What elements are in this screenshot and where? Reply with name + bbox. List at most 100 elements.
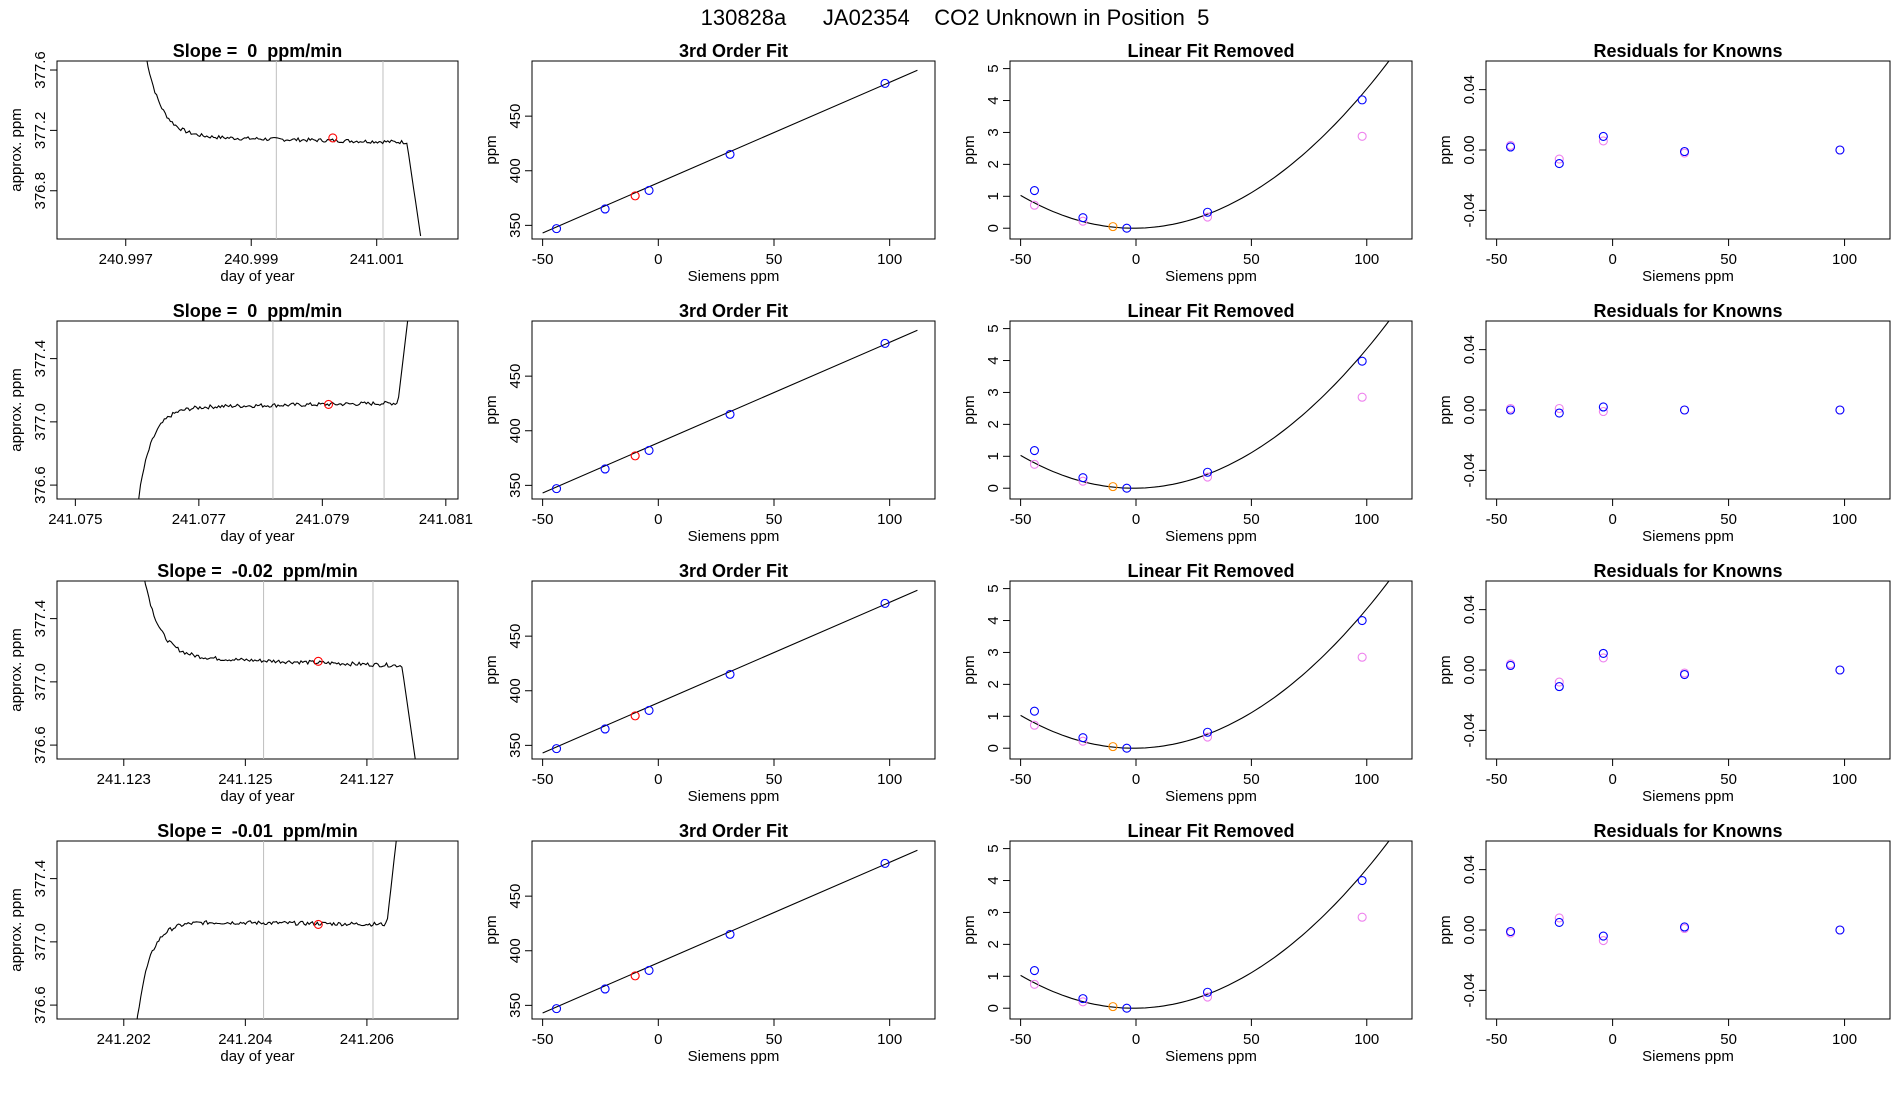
y-axis-label: ppm — [1437, 395, 1454, 424]
residual-point — [1835, 665, 1845, 675]
x-tick-label: 241.206 — [340, 1031, 394, 1048]
x-tick-label: 0 — [1608, 511, 1616, 528]
data-trace — [136, 841, 397, 1019]
known-point — [1078, 473, 1088, 483]
panel-title: Linear Fit Removed — [1127, 561, 1294, 581]
known-point — [600, 464, 610, 474]
panel-linear-row-4: Linear Fit Removed -50 0 50 100 Siemens ppm 0 1… — [961, 821, 1413, 1065]
residual-point — [1679, 922, 1690, 932]
linear-known-point — [1357, 392, 1367, 402]
x-tick-label: -50 — [1010, 771, 1032, 788]
panel-linear-row-3: Linear Fit Removed -50 0 50 100 Siemens ppm 0 1… — [961, 561, 1413, 805]
x-axis-label: Siemens ppm — [1165, 528, 1257, 545]
panel-title: Residuals for Knowns — [1593, 301, 1782, 321]
residual-point — [1554, 913, 1564, 923]
x-tick-label: -50 — [532, 511, 554, 528]
x-tick-label: 240.997 — [99, 251, 153, 268]
unknown-marker — [323, 399, 334, 410]
plot-frame — [531, 840, 936, 1020]
y-tick-label: 0.00 — [1461, 655, 1478, 684]
panel-title: Slope = 0 ppm/min — [173, 301, 343, 321]
y-tick-label: -0.04 — [1461, 973, 1478, 1007]
y-tick-label: 400 — [507, 938, 524, 963]
known-point — [551, 484, 562, 494]
y-tick-label: 0 — [985, 484, 1002, 492]
known-point — [1078, 733, 1088, 743]
plot-frame — [56, 840, 459, 1020]
y-axis-label: approx. ppm — [8, 628, 25, 711]
x-tick-label: 50 — [1720, 511, 1737, 528]
known-point — [1029, 965, 1040, 976]
x-tick-label: 241.202 — [97, 1031, 151, 1048]
y-tick-label: -0.04 — [1461, 713, 1478, 747]
x-tick-label: 241.077 — [172, 511, 226, 528]
panel-residual-row-3: Residuals for Knowns -50 0 50 100 Siemens ppm… — [1437, 561, 1891, 805]
x-tick-label: 0 — [654, 771, 662, 788]
x-tick-label: -50 — [532, 1031, 554, 1048]
panel-linear-row-1: Linear Fit Removed -50 0 50 100 Siemens ppm 0 1… — [961, 41, 1413, 285]
unknown-point — [1108, 1002, 1118, 1012]
x-axis-label: Siemens ppm — [1165, 268, 1257, 285]
known-point — [1122, 1003, 1132, 1013]
y-tick-label: 3 — [985, 648, 1002, 656]
plot-frame — [1485, 580, 1891, 760]
y-tick-label: 376.6 — [32, 726, 49, 764]
y-axis-label: ppm — [961, 655, 978, 684]
y-tick-label: 2 — [985, 160, 1002, 168]
linear-known-point — [1202, 992, 1213, 1002]
y-tick-label: 377.4 — [32, 860, 49, 898]
residual-point — [1679, 146, 1690, 157]
known-point — [1202, 467, 1213, 477]
panel-residual-row-4: Residuals for Knowns -50 0 50 100 Siemens ppm… — [1437, 821, 1891, 1065]
linear-known-point — [1078, 476, 1088, 486]
fit-curve — [1020, 841, 1390, 1009]
known-point — [880, 858, 890, 868]
panel-title: Slope = 0 ppm/min — [173, 41, 343, 61]
y-tick-label: 4 — [985, 616, 1002, 624]
known-point — [644, 965, 654, 975]
y-tick-label: 4 — [985, 876, 1002, 884]
known-point — [880, 338, 890, 348]
y-tick-label: 1 — [985, 192, 1002, 200]
y-tick-label: 450 — [507, 104, 524, 129]
x-tick-label: 100 — [1832, 771, 1857, 788]
residual-point — [1598, 936, 1608, 946]
known-point — [600, 204, 610, 214]
linear-known-point — [1357, 912, 1367, 922]
y-tick-label: 3 — [985, 128, 1002, 136]
y-tick-label: 0.04 — [1461, 595, 1478, 624]
data-trace — [138, 321, 409, 499]
x-tick-label: 0 — [654, 251, 662, 268]
panel-title: Linear Fit Removed — [1127, 301, 1294, 321]
y-tick-label: 350 — [507, 733, 524, 758]
known-point — [1202, 987, 1213, 997]
linear-known-point — [1078, 736, 1088, 746]
x-tick-label: 241.125 — [218, 771, 272, 788]
y-tick-label: -0.04 — [1461, 453, 1478, 487]
residual-point — [1506, 405, 1516, 415]
panel-time-row-1: Slope = 0 ppm/min 240.997 240.999 241.001 da… — [8, 41, 459, 285]
y-axis-label: ppm — [961, 395, 978, 424]
y-tick-label: 0.00 — [1461, 135, 1478, 164]
y-axis-label: ppm — [1437, 655, 1454, 684]
figure-title: 130828a JA02354 CO2 Unknown in Position … — [701, 5, 1210, 30]
residual-point — [1598, 931, 1608, 941]
panel-fit-row-3: 3rd Order Fit -50 0 50 100 Siemens ppm 350 400 4… — [483, 561, 936, 805]
y-tick-label: 5 — [985, 844, 1002, 852]
y-tick-label: 0 — [985, 224, 1002, 232]
y-tick-label: 0 — [985, 744, 1002, 752]
y-axis-label: approx. ppm — [8, 108, 25, 191]
data-trace — [146, 61, 422, 237]
known-point — [1357, 615, 1367, 626]
residual-point — [1679, 405, 1690, 415]
y-tick-label: 350 — [507, 213, 524, 238]
unknown-marker — [313, 919, 323, 930]
x-tick-label: 0 — [1132, 1031, 1140, 1048]
x-tick-label: 100 — [1354, 251, 1379, 268]
plot-area — [1020, 61, 1390, 233]
x-tick-label: 50 — [1720, 251, 1737, 268]
x-axis-label: Siemens ppm — [688, 788, 780, 805]
plot-frame — [56, 580, 459, 760]
y-axis-label: ppm — [961, 135, 978, 164]
linear-known-point — [1357, 652, 1367, 662]
